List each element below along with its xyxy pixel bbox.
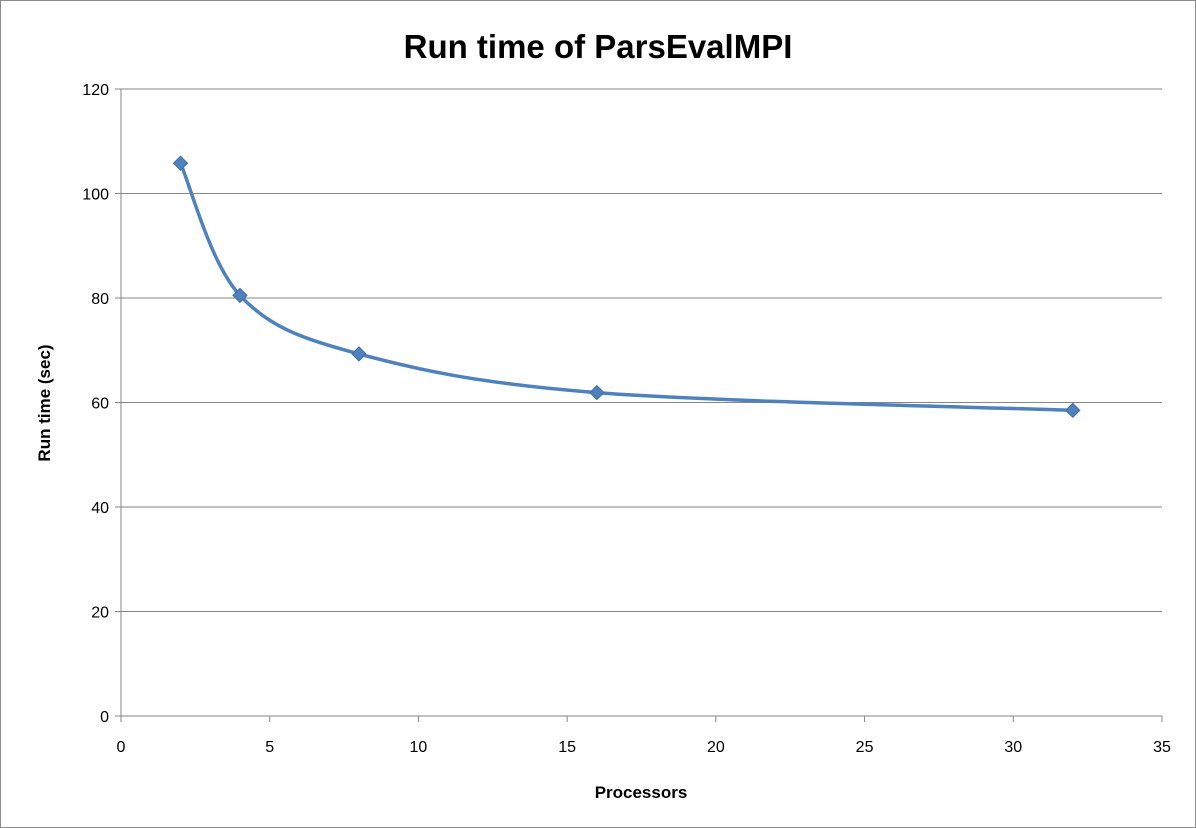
y-tick-label: 0 [100,709,109,726]
y-tick-label: 60 [91,396,109,413]
x-tick-label: 0 [117,739,126,756]
grid-layer [121,88,1162,612]
data-point-marker [232,287,248,304]
data-point-marker [1065,402,1081,419]
data-point-marker [172,155,189,171]
x-tick-label: 15 [558,739,576,756]
y-tick-label: 20 [91,605,109,622]
x-tick-label: 35 [1153,739,1171,756]
series-layer [172,155,1081,419]
axis-layer [115,88,1163,722]
series-line [178,162,1073,413]
x-axis-title: Processors [595,783,688,802]
x-tick-label: 30 [1004,739,1022,756]
data-point-marker [351,346,367,362]
y-tick-label: 40 [91,500,109,517]
x-tick-label: 20 [707,739,725,756]
x-tick-label: 10 [410,739,428,756]
x-tick-label: 5 [265,739,274,756]
y-tick-label: 80 [91,291,109,308]
y-tick-label: 100 [82,187,109,204]
y-axis-title: Run time (sec) [35,344,54,461]
tick-label-layer: 0 20 40 60 80 100 120 0 5 10 15 20 25 30 35 [82,82,1171,756]
y-tick-label: 120 [82,82,109,99]
x-tick-label: 25 [856,739,874,756]
chart-title: Run time of ParsEvalMPI [404,28,793,65]
data-point-marker [589,384,605,401]
